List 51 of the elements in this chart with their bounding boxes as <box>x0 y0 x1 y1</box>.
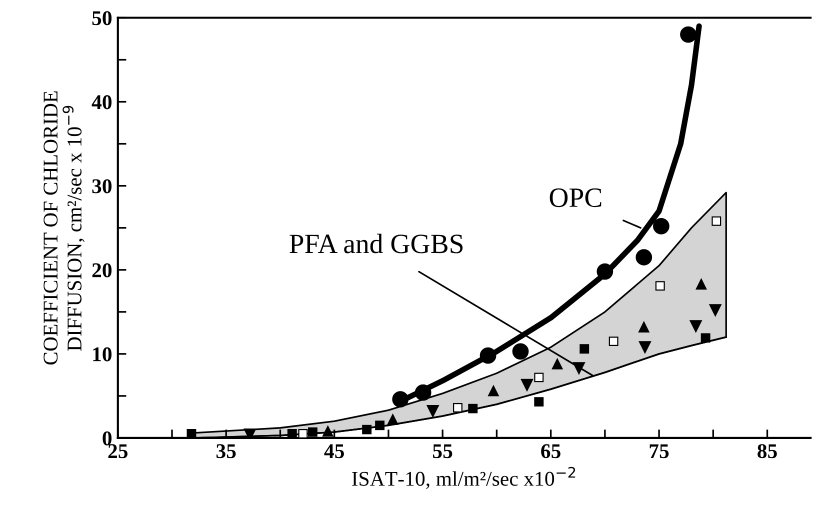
point <box>186 429 196 438</box>
point <box>468 404 478 414</box>
point <box>520 378 534 392</box>
point <box>414 384 432 401</box>
point <box>580 344 590 354</box>
y-axis-title: COEFFICIENT OF CHLORIDE DIFFUSION, cm²/sec x 10$^{−9}$ <box>44 91 85 365</box>
point <box>534 372 544 382</box>
point <box>308 427 318 437</box>
point <box>362 424 372 434</box>
point <box>552 358 563 370</box>
point <box>696 278 707 290</box>
point <box>638 322 650 332</box>
y-tick-label: 40 <box>92 95 112 110</box>
x-tick-label: 55 <box>432 444 452 458</box>
y-tick-label: 0 <box>102 431 112 446</box>
point <box>680 26 696 43</box>
point <box>287 429 297 438</box>
x-tick-label: 25 <box>108 444 128 458</box>
y-tick-label: 10 <box>93 347 112 362</box>
point <box>512 343 529 360</box>
point <box>712 216 722 226</box>
point <box>322 426 334 437</box>
point <box>375 420 385 430</box>
point <box>488 385 499 396</box>
x-axis-title: ISAT-10, ml/m²/sec x10$^{−2}$ <box>352 466 576 489</box>
point <box>636 249 652 266</box>
x-tick-label: 75 <box>650 444 669 458</box>
x-tick-label: 85 <box>758 444 777 458</box>
point <box>298 429 308 438</box>
point <box>700 333 710 343</box>
y-tick-label: 20 <box>92 263 112 278</box>
point <box>709 304 722 316</box>
x-tick-label: 65 <box>541 444 560 458</box>
point <box>608 336 618 346</box>
point <box>534 397 544 407</box>
annotation: OPC <box>550 188 602 208</box>
point <box>392 391 409 408</box>
point <box>426 404 439 418</box>
point <box>387 414 398 425</box>
point <box>453 402 462 412</box>
point <box>638 341 652 354</box>
point <box>653 218 670 234</box>
point <box>596 263 614 280</box>
point <box>690 320 702 332</box>
y-tick-label: 50 <box>92 11 112 26</box>
annotation: PFA and GGBS <box>290 234 463 254</box>
point <box>480 347 496 364</box>
x-tick-label: 45 <box>324 444 344 458</box>
x-tick-label: 35 <box>216 444 236 458</box>
y-tick-label: 30 <box>92 179 112 194</box>
point <box>655 281 665 291</box>
